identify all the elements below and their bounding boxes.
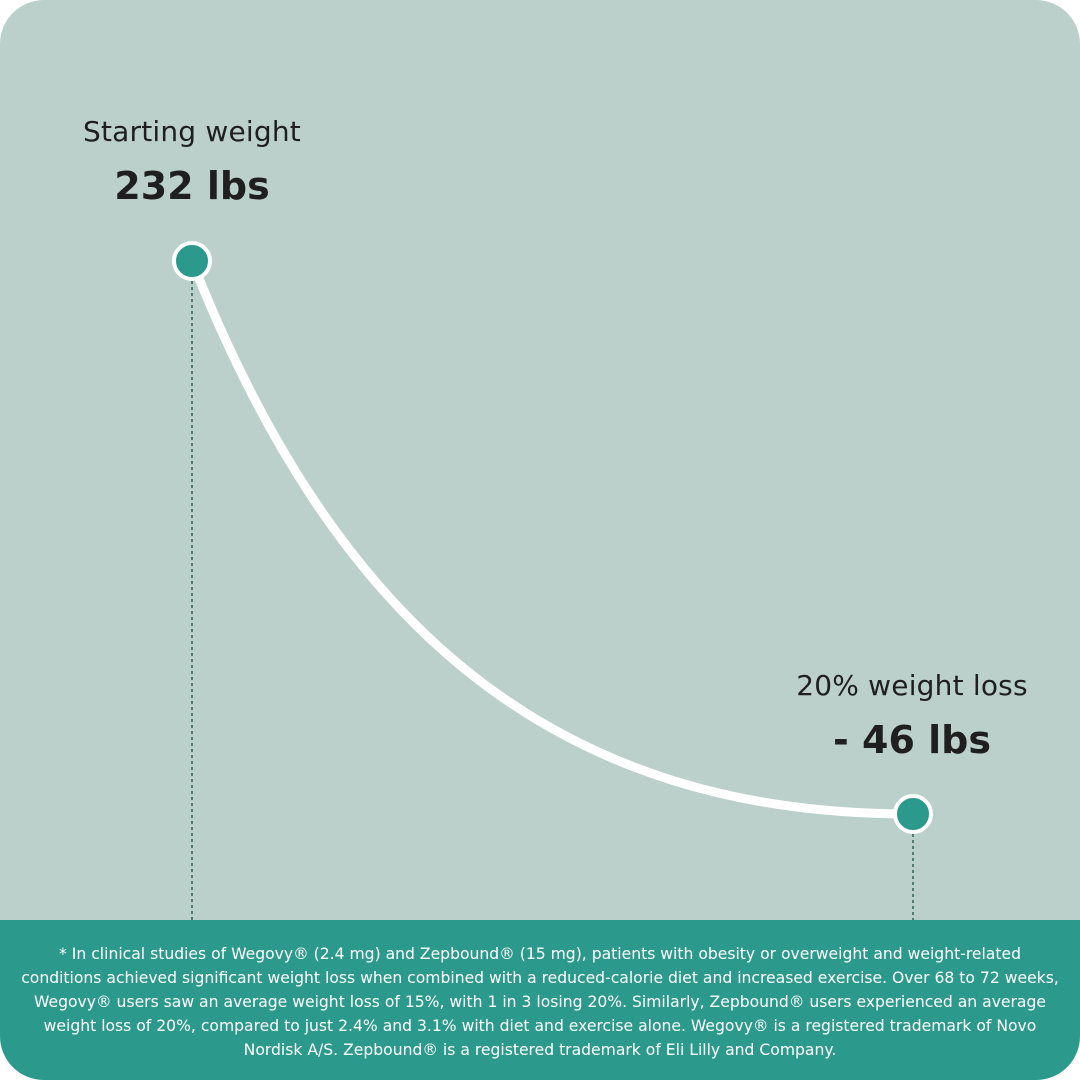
weight-loss-title: 20% weight loss (796, 669, 1028, 702)
starting-weight-title: Starting weight (82, 115, 301, 148)
weight-loss-label: 20% weight loss - 46 lbs (762, 666, 1062, 764)
final-weight-marker (893, 794, 933, 834)
starting-weight-value: 232 lbs (114, 164, 270, 208)
starting-weight-marker (172, 241, 212, 281)
disclaimer-footnote: * In clinical studies of Wegovy® (2.4 mg… (0, 920, 1080, 1080)
weight-loss-curve (187, 256, 918, 819)
starting-weight-label: Starting weight 232 lbs (50, 112, 334, 210)
weight-loss-value: - 46 lbs (833, 718, 991, 762)
